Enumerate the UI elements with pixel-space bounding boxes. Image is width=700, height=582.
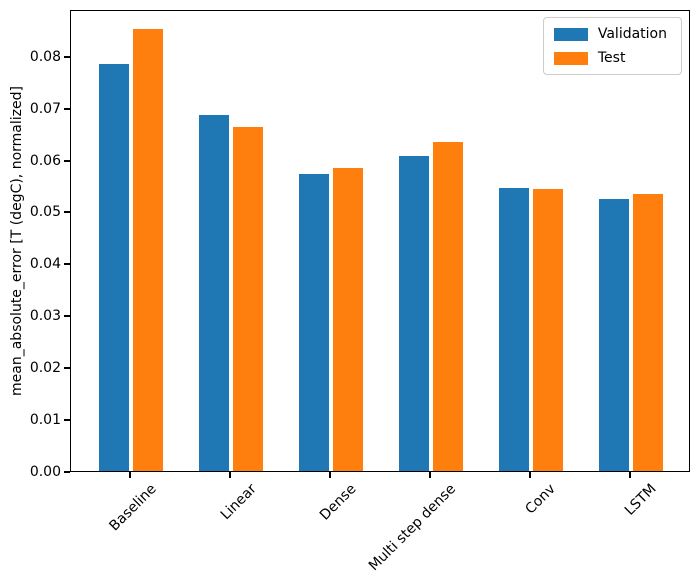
bar-validation-multi-step-dense	[398, 156, 429, 471]
x-tick-label-multi-step-dense: Multi step dense	[366, 481, 460, 575]
y-tick-mark	[64, 315, 70, 318]
x-tick-label-conv: Conv	[522, 481, 560, 518]
y-tick-mark	[64, 367, 70, 370]
y-tick-label: 0.00	[29, 464, 61, 480]
legend-label-validation: Validation	[597, 26, 667, 42]
x-axis: Baseline Linear Dense Multi step dense Conv L…	[70, 472, 690, 582]
y-tick-mark	[64, 211, 70, 214]
y-tick-mark	[64, 419, 70, 422]
x-tick-mark	[329, 472, 332, 478]
bar-test-baseline	[133, 28, 164, 471]
x-tick-mark	[229, 472, 232, 478]
x-tick-label-lstm: LSTM	[621, 481, 660, 519]
y-tick-label: 0.06	[29, 152, 61, 169]
y-tick-label: 0.01	[29, 412, 61, 429]
legend-swatch-validation-icon	[553, 27, 588, 41]
bar-validation-dense	[299, 174, 330, 471]
y-tick-label: 0.02	[29, 360, 61, 377]
bar-test-multi-step-dense	[432, 141, 463, 471]
bar-test-linear	[233, 126, 264, 471]
y-tick-mark	[64, 263, 70, 266]
y-tick-mark	[64, 159, 70, 162]
legend-swatch-test-icon	[553, 51, 588, 65]
y-tick-label: 0.04	[29, 256, 61, 273]
legend: Validation Test	[542, 17, 682, 75]
x-tick-mark	[628, 472, 631, 478]
bars-layer	[71, 11, 689, 471]
y-tick-mark	[64, 471, 70, 473]
legend-label-test: Test	[597, 50, 626, 66]
bar-test-dense	[333, 168, 363, 471]
y-tick-label: 0.07	[29, 100, 61, 117]
x-tick-label-linear: Linear	[217, 481, 260, 524]
bar-validation-baseline	[99, 63, 130, 471]
x-tick-mark	[428, 472, 431, 478]
y-tick-mark	[64, 55, 70, 58]
x-tick-label-baseline: Baseline	[106, 481, 160, 535]
bar-validation-conv	[498, 188, 529, 471]
bar-validation-lstm	[598, 199, 629, 471]
y-tick-mark	[64, 107, 70, 110]
y-tick-label: 0.08	[29, 48, 61, 65]
x-tick-label-dense: Dense	[316, 481, 360, 524]
y-axis: 0.00 0.01 0.02 0.03 0.04 0.05 0.06 0.07 0.08	[0, 10, 70, 479]
bar-test-lstm	[632, 193, 663, 471]
bar-validation-linear	[199, 114, 230, 471]
x-tick-mark	[129, 472, 132, 478]
y-tick-label: 0.05	[29, 204, 61, 221]
plot-area: Validation Test	[70, 10, 690, 472]
legend-item-validation: Validation	[553, 26, 671, 42]
x-tick-mark	[528, 472, 531, 478]
legend-item-test: Test	[553, 50, 671, 66]
bar-test-conv	[532, 189, 563, 471]
y-tick-label: 0.03	[29, 308, 61, 325]
